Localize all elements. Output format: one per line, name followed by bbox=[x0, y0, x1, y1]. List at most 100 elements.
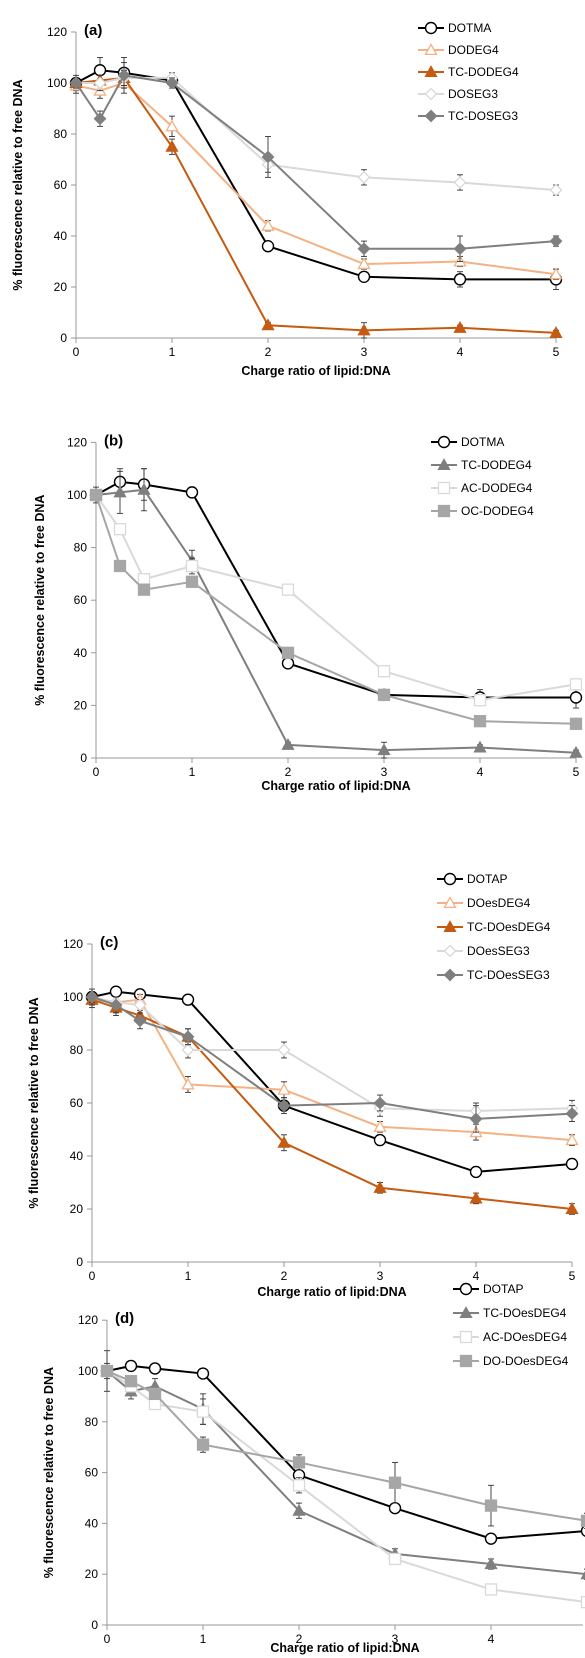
legend-label: DOesDEG4 bbox=[467, 896, 531, 910]
data-point bbox=[377, 688, 391, 702]
y-tick-label: 60 bbox=[85, 1466, 99, 1480]
data-point bbox=[117, 68, 131, 82]
legend-marker bbox=[424, 87, 438, 101]
data-point bbox=[148, 1362, 162, 1375]
x-tick-label: 4 bbox=[457, 345, 464, 359]
data-point bbox=[453, 320, 467, 333]
data-point bbox=[89, 488, 103, 502]
data-point bbox=[165, 139, 179, 152]
data-point bbox=[292, 1456, 306, 1469]
x-tick-label: 5 bbox=[569, 1269, 576, 1283]
legend-marker bbox=[437, 435, 451, 449]
data-point bbox=[377, 665, 391, 678]
data-point bbox=[388, 1552, 402, 1566]
data-point bbox=[357, 170, 371, 184]
y-axis-title: % fluorescence relative to free DNA bbox=[11, 79, 25, 290]
x-axis-title: Charge ratio of lipid:DNA bbox=[241, 364, 390, 378]
data-point bbox=[196, 1405, 210, 1418]
series-dodeg4 bbox=[69, 72, 563, 280]
x-tick-label: 1 bbox=[200, 1632, 207, 1646]
data-point bbox=[549, 267, 563, 280]
legend-label: DO-DOesDEG4 bbox=[483, 1354, 569, 1368]
legend-marker bbox=[437, 458, 451, 471]
y-tick-label: 120 bbox=[63, 937, 83, 951]
data-point bbox=[85, 990, 99, 1004]
chart-panel-4: 0 20 40 60 80 100 120 0 1 2 3 4 Charge ratio of lipi… bbox=[42, 1282, 585, 1655]
series-dotap bbox=[100, 1350, 585, 1545]
data-point bbox=[100, 1364, 114, 1378]
y-tick-label: 120 bbox=[47, 25, 67, 39]
series-line bbox=[91, 996, 573, 1112]
legend-marker bbox=[424, 65, 438, 78]
y-tick-label: 20 bbox=[70, 1202, 84, 1216]
x-tick-label: 1 bbox=[185, 1269, 192, 1283]
x-tick-label: 0 bbox=[89, 1269, 96, 1283]
legend-entry: AC-DOesDEG4 bbox=[453, 1330, 567, 1344]
y-tick-label: 80 bbox=[70, 1043, 84, 1057]
x-tick-label: 0 bbox=[93, 765, 100, 779]
data-point bbox=[565, 1202, 579, 1215]
data-point bbox=[549, 234, 563, 248]
data-point bbox=[281, 738, 295, 750]
series-line bbox=[95, 494, 577, 725]
data-point bbox=[357, 270, 371, 283]
data-point bbox=[185, 559, 199, 573]
data-point bbox=[549, 326, 563, 338]
data-point bbox=[453, 242, 467, 256]
data-point bbox=[484, 1532, 498, 1545]
y-axis-title: % fluorescence relative to free DNA bbox=[27, 997, 41, 1208]
data-point bbox=[469, 1191, 483, 1204]
data-point bbox=[565, 1107, 579, 1121]
y-tick-label: 60 bbox=[74, 593, 88, 607]
y-tick-label: 40 bbox=[54, 229, 68, 243]
legend-entry: TC-DOSEG3 bbox=[418, 109, 518, 123]
data-point bbox=[133, 998, 147, 1012]
data-point bbox=[469, 1112, 483, 1126]
x-tick-label: 3 bbox=[392, 1632, 399, 1646]
x-tick-label: 1 bbox=[169, 345, 176, 359]
data-point bbox=[565, 1157, 579, 1171]
series-ac-dodeg4 bbox=[89, 488, 583, 707]
x-tick-label: 5 bbox=[553, 345, 560, 359]
data-point bbox=[137, 482, 151, 495]
x-tick-label: 4 bbox=[473, 1269, 480, 1283]
data-point bbox=[93, 112, 107, 126]
legend-label: AC-DODEG4 bbox=[461, 481, 533, 495]
legend-marker bbox=[424, 21, 438, 35]
series-do-doesdeg4 bbox=[100, 1364, 585, 1529]
series-line bbox=[106, 1364, 585, 1540]
y-tick-label: 20 bbox=[74, 698, 88, 712]
legend-entry: DOesSEG3 bbox=[437, 944, 530, 958]
data-point bbox=[181, 1030, 195, 1044]
legend-entry: DO-DOesDEG4 bbox=[453, 1354, 569, 1368]
data-point bbox=[373, 1120, 387, 1132]
data-point bbox=[261, 150, 275, 164]
panel-label: (d) bbox=[115, 1310, 134, 1327]
data-point bbox=[357, 242, 371, 256]
series-line bbox=[91, 996, 573, 1120]
data-point bbox=[377, 743, 391, 756]
data-point bbox=[109, 998, 123, 1012]
x-tick-label: 0 bbox=[104, 1632, 111, 1646]
series-tc-doesseg3 bbox=[85, 988, 579, 1133]
data-point bbox=[373, 1096, 387, 1110]
data-point bbox=[196, 1438, 210, 1451]
y-tick-label: 60 bbox=[70, 1096, 84, 1110]
y-tick-label: 20 bbox=[54, 280, 68, 294]
legend-marker bbox=[443, 944, 457, 958]
series-line bbox=[75, 74, 557, 250]
legend-label: DOTMA bbox=[461, 435, 504, 449]
data-point bbox=[181, 1043, 195, 1057]
series-line bbox=[75, 76, 557, 334]
legend-marker bbox=[443, 872, 457, 886]
data-point bbox=[181, 993, 195, 1006]
series-line bbox=[95, 494, 577, 702]
legend-label: TC-DOesDEG4 bbox=[483, 1306, 567, 1320]
data-point bbox=[69, 76, 83, 90]
y-tick-label: 100 bbox=[78, 1364, 98, 1378]
legend-label: TC-DOesDEG4 bbox=[467, 920, 551, 934]
series-line bbox=[95, 488, 577, 754]
y-tick-label: 100 bbox=[67, 488, 87, 502]
series-line bbox=[106, 1370, 585, 1603]
x-axis-title: Charge ratio of lipid:DNA bbox=[261, 779, 410, 793]
